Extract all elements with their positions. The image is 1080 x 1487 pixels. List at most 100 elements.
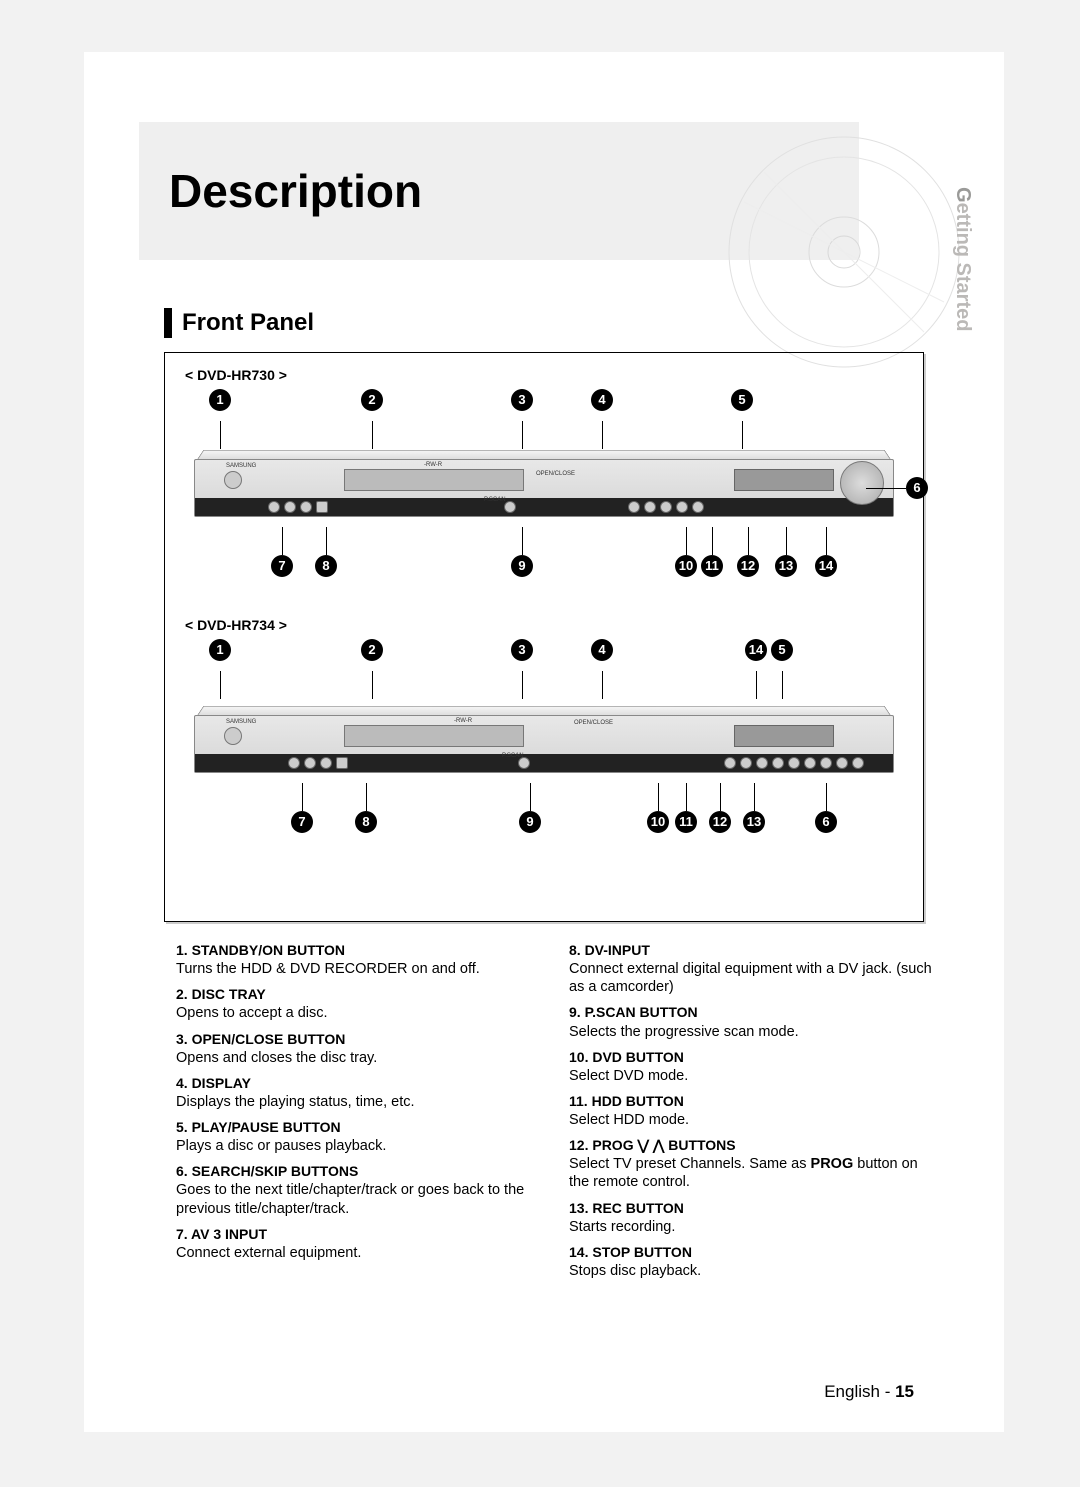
callout-8: 8 bbox=[355, 811, 377, 833]
disc-tray-icon bbox=[344, 725, 524, 747]
model-label-2: < DVD-HR734 > bbox=[185, 617, 903, 633]
rw-label: -RW-R bbox=[454, 718, 472, 724]
mode-buttons bbox=[724, 757, 864, 771]
legend-item-7: 7. AV 3 INPUT Connect external equipment. bbox=[176, 1226, 543, 1262]
callout-12: 12 bbox=[709, 811, 731, 833]
footer-lang: English bbox=[824, 1382, 880, 1401]
legend-item-9: 9. P.SCAN BUTTON Selects the progressive … bbox=[569, 1004, 936, 1040]
legend-title: 5. PLAY/PAUSE BUTTON bbox=[176, 1119, 341, 1135]
legend-title: 13. REC BUTTON bbox=[569, 1200, 684, 1216]
callout-4: 4 bbox=[591, 389, 613, 411]
legend-title: 6. SEARCH/SKIP BUTTONS bbox=[176, 1163, 358, 1179]
av3-jacks bbox=[288, 757, 348, 771]
mode-buttons bbox=[628, 501, 704, 515]
pscan-btn bbox=[518, 757, 530, 771]
legend-desc: Select TV preset Channels. Same as PROG … bbox=[569, 1155, 936, 1191]
callout-5: 5 bbox=[731, 389, 753, 411]
footer-page-number: 15 bbox=[895, 1382, 914, 1401]
legend-item-5: 5. PLAY/PAUSE BUTTONPlays a disc or paus… bbox=[176, 1119, 543, 1155]
callout-14: 14 bbox=[815, 555, 837, 577]
callout-7: 7 bbox=[291, 811, 313, 833]
pscan-btn bbox=[504, 501, 516, 515]
legend-left-column: 1. STANDBY/ON BUTTON Turns the HDD & DVD … bbox=[176, 942, 543, 1288]
pointer-row bbox=[185, 527, 903, 555]
legend-title: 3. OPEN/CLOSE BUTTON bbox=[176, 1031, 345, 1047]
callout-2: 2 bbox=[361, 639, 383, 661]
callout-7: 7 bbox=[271, 555, 293, 577]
legend-item-8: 8. DV-INPUTConnect external digital equi… bbox=[569, 942, 936, 996]
callout-11: 11 bbox=[675, 811, 697, 833]
legend-desc: Select HDD mode. bbox=[569, 1111, 936, 1129]
legend: 1. STANDBY/ON BUTTON Turns the HDD & DVD … bbox=[176, 942, 936, 1288]
legend-item-10: 10. DVD BUTTON Select DVD mode. bbox=[569, 1049, 936, 1085]
callout-row-m1-bottom: 7891011121314 bbox=[185, 555, 903, 585]
legend-item-13: 13. REC BUTTON Starts recording. bbox=[569, 1200, 936, 1236]
pointer-row bbox=[185, 783, 903, 811]
callout-14: 14 bbox=[745, 639, 767, 661]
callout-1: 1 bbox=[209, 639, 231, 661]
callout-11: 11 bbox=[701, 555, 723, 577]
legend-title: 9. P.SCAN BUTTON bbox=[569, 1004, 698, 1020]
legend-desc: Select DVD mode. bbox=[569, 1067, 936, 1085]
legend-item-3: 3. OPEN/CLOSE BUTTON Opens and closes the… bbox=[176, 1031, 543, 1067]
callout-10: 10 bbox=[675, 555, 697, 577]
callout-13: 13 bbox=[775, 555, 797, 577]
open-label: OPEN/CLOSE bbox=[536, 471, 575, 477]
av3-jacks bbox=[268, 501, 328, 515]
callout-4: 4 bbox=[591, 639, 613, 661]
legend-item-4: 4. DISPLAYDisplays the playing status, t… bbox=[176, 1075, 543, 1111]
open-label: OPEN/CLOSE bbox=[574, 720, 613, 726]
legend-title: 7. AV 3 INPUT bbox=[176, 1226, 267, 1242]
legend-title: 10. DVD BUTTON bbox=[569, 1049, 684, 1065]
callout-12: 12 bbox=[737, 555, 759, 577]
legend-item-14: 14. STOP BUTTONStops disc playback. bbox=[569, 1244, 936, 1280]
brand-label: SAMSUNG bbox=[226, 463, 256, 469]
callout-row-m2-top: 1 2 3 4 145 bbox=[185, 639, 903, 669]
callout-9: 9 bbox=[511, 555, 533, 577]
callout-2: 2 bbox=[361, 389, 383, 411]
callout-5: 5 bbox=[771, 639, 793, 661]
legend-item-11: 11. HDD BUTTON Select HDD mode. bbox=[569, 1093, 936, 1129]
manual-page: Description Getting Started Front Panel … bbox=[84, 52, 1004, 1432]
legend-title: 1. STANDBY/ON BUTTON bbox=[176, 942, 345, 958]
legend-desc: Opens and closes the disc tray. bbox=[176, 1049, 543, 1067]
page-footer: English - 15 bbox=[824, 1382, 914, 1402]
standby-button-icon bbox=[224, 471, 242, 489]
model-label-1: < DVD-HR730 > bbox=[185, 367, 903, 383]
jog-dial-icon bbox=[840, 461, 884, 505]
legend-desc: Displays the playing status, time, etc. bbox=[176, 1093, 543, 1111]
legend-right-column: 8. DV-INPUTConnect external digital equi… bbox=[569, 942, 936, 1288]
legend-title: 8. DV-INPUT bbox=[569, 942, 650, 958]
pointer-line bbox=[866, 488, 906, 489]
device-illustration-hr734: SAMSUNG -RW-R OPEN/CLOSE P.SCAN bbox=[194, 705, 894, 783]
legend-title: 11. HDD BUTTON bbox=[569, 1093, 684, 1109]
callout-6: 6 bbox=[906, 477, 928, 499]
callout-9: 9 bbox=[519, 811, 541, 833]
legend-desc: Turns the HDD & DVD RECORDER on and off. bbox=[176, 960, 543, 978]
callout-1: 1 bbox=[209, 389, 231, 411]
legend-title: 2. DISC TRAY bbox=[176, 986, 266, 1002]
legend-item-6: 6. SEARCH/SKIP BUTTONS Goes to the next t… bbox=[176, 1163, 543, 1217]
display-icon bbox=[734, 469, 834, 491]
legend-desc: Connect external equipment. bbox=[176, 1244, 543, 1262]
chapter-tab: Getting Started bbox=[951, 187, 974, 331]
callout-3: 3 bbox=[511, 639, 533, 661]
pointer-row bbox=[185, 671, 903, 699]
callout-13: 13 bbox=[743, 811, 765, 833]
section-bar bbox=[164, 308, 172, 338]
callout-6: 6 bbox=[815, 811, 837, 833]
page-title: Description bbox=[169, 164, 422, 218]
legend-desc: Goes to the next title/chapter/track or … bbox=[176, 1181, 543, 1217]
legend-item-1: 1. STANDBY/ON BUTTON Turns the HDD & DVD … bbox=[176, 942, 543, 978]
standby-button-icon bbox=[224, 727, 242, 745]
brand-label: SAMSUNG bbox=[226, 719, 256, 725]
section-heading: Front Panel bbox=[182, 309, 314, 337]
callout-10: 10 bbox=[647, 811, 669, 833]
legend-desc: Selects the progressive scan mode. bbox=[569, 1023, 936, 1041]
legend-desc: Starts recording. bbox=[569, 1218, 936, 1236]
chapter-tab-text: etting Started bbox=[952, 203, 974, 332]
footer-sep: - bbox=[880, 1382, 895, 1401]
chapter-tab-highlight: G bbox=[952, 187, 974, 203]
callout-3: 3 bbox=[511, 389, 533, 411]
legend-item-2: 2. DISC TRAYOpens to accept a disc. bbox=[176, 986, 543, 1022]
